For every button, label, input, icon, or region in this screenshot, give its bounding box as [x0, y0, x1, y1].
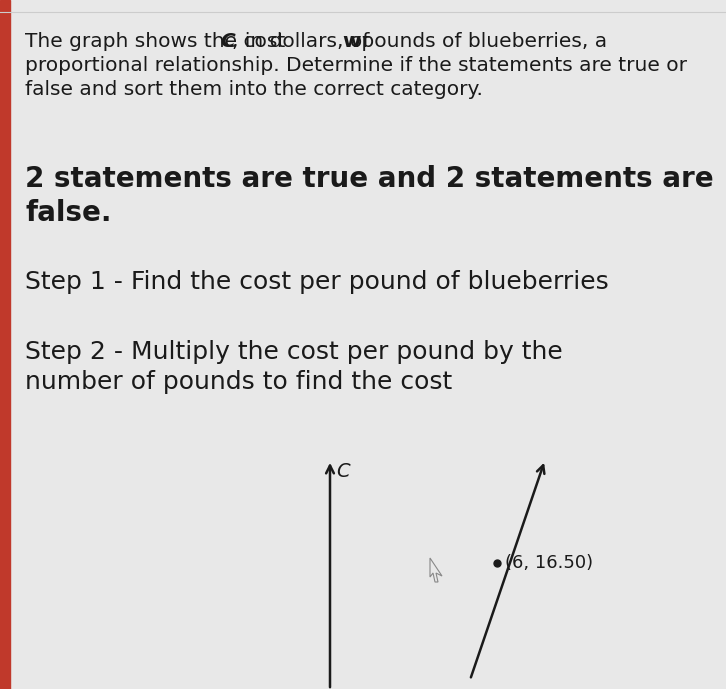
Text: false and sort them into the correct category.: false and sort them into the correct cat… [25, 80, 483, 99]
Text: w: w [342, 32, 361, 51]
Text: , in dollars, of: , in dollars, of [232, 32, 376, 51]
Text: Step 1 - Find the cost per pound of blueberries: Step 1 - Find the cost per pound of blue… [25, 270, 608, 294]
Text: number of pounds to find the cost: number of pounds to find the cost [25, 370, 452, 394]
Text: (6, 16.50): (6, 16.50) [505, 554, 593, 572]
Text: Step 2 - Multiply the cost per pound by the: Step 2 - Multiply the cost per pound by … [25, 340, 563, 364]
Text: C: C [220, 32, 234, 51]
Text: 2 statements are true and 2 statements are: 2 statements are true and 2 statements a… [25, 165, 714, 193]
Text: pounds of blueberries, a: pounds of blueberries, a [355, 32, 607, 51]
Bar [0, 0, 10, 689]
Text: C: C [336, 462, 350, 481]
Text: false.: false. [25, 199, 112, 227]
Text: The graph shows the cost: The graph shows the cost [25, 32, 292, 51]
Text: proportional relationship. Determine if the statements are true or: proportional relationship. Determine if … [25, 56, 687, 75]
